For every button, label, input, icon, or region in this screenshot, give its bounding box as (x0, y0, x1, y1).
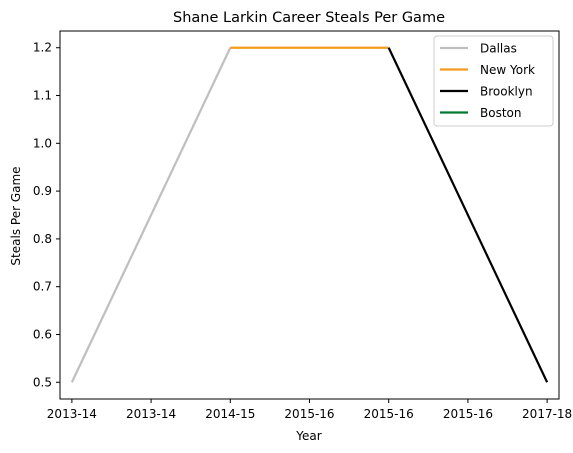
x-tick-label: 2015-16 (364, 407, 414, 421)
x-tick-label: 2013-14 (47, 407, 97, 421)
y-tick-label: 0.6 (33, 327, 52, 341)
chart-title: Shane Larkin Career Steals Per Game (173, 10, 445, 26)
series-line-dallas (70, 47, 232, 383)
series-line-brooklyn (387, 47, 549, 383)
x-tick-label: 2015-16 (284, 407, 334, 421)
y-axis-label: Steals Per Game (9, 166, 23, 265)
legend-label: Boston (480, 106, 521, 120)
legend-box (433, 35, 554, 127)
x-axis-label: Year (295, 429, 321, 443)
y-tick-label: 0.7 (33, 280, 52, 294)
y-tick-label: 1.1 (33, 89, 52, 103)
legend-label: New York (480, 63, 535, 77)
y-tick-label: 0.8 (33, 232, 52, 246)
x-tick-label: 2017-18 (522, 407, 572, 421)
y-tick-label: 1.0 (33, 136, 52, 150)
y-tick-label: 0.9 (33, 184, 52, 198)
y-tick-label: 1.2 (33, 41, 52, 55)
x-tick-label: 2013-14 (126, 407, 176, 421)
legend-label: Dallas (480, 42, 517, 56)
x-tick-label: 2014-15 (205, 407, 255, 421)
x-tick-label: 2015-16 (443, 407, 493, 421)
y-tick-label: 0.5 (33, 375, 52, 389)
legend-label: Brooklyn (480, 85, 533, 99)
